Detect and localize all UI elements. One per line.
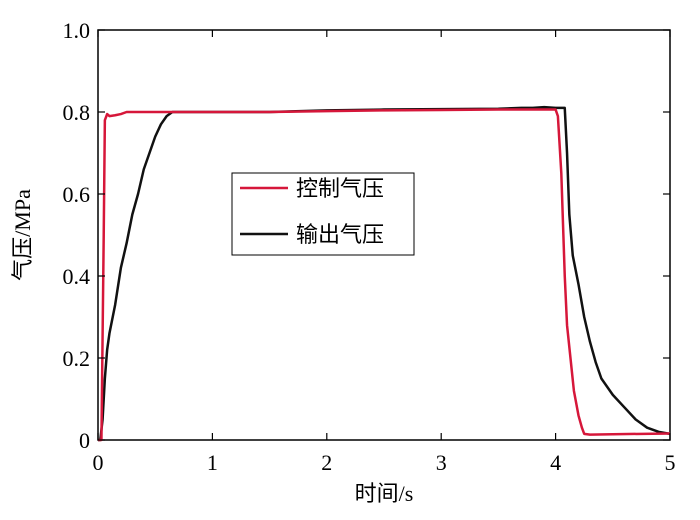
x-tick-label: 5 bbox=[665, 450, 676, 475]
output-pressure-line bbox=[98, 105, 671, 442]
plot-frame bbox=[97, 29, 671, 441]
y-tick-label: 0.2 bbox=[63, 346, 91, 371]
y-tick-label: 0.4 bbox=[63, 264, 91, 289]
series-layer bbox=[98, 105, 671, 442]
y-axis-label: 气压/MPa bbox=[10, 189, 35, 281]
ticks-layer: 0 1 2 3 4 5 0 0.2 0.4 0.6 0.8 1.0 bbox=[63, 18, 676, 475]
legend-label-output-pressure: 输出气压 bbox=[296, 222, 384, 247]
x-tick-label: 1 bbox=[207, 450, 218, 475]
y-tick-label: 0.6 bbox=[63, 182, 91, 207]
legend-label-control-pressure: 控制气压 bbox=[296, 176, 384, 201]
x-tick-label: 0 bbox=[93, 450, 104, 475]
x-axis-label: 时间/s bbox=[355, 481, 414, 506]
x-tick-label: 4 bbox=[550, 450, 561, 475]
legend-box bbox=[231, 172, 415, 256]
x-tick-label: 3 bbox=[436, 450, 447, 475]
legend: 控制气压 输出气压 bbox=[231, 172, 415, 256]
plot-area: 0 1 2 3 4 5 0 0.2 0.4 0.6 0.8 1.0 控制气压 输出气压 bbox=[63, 18, 676, 475]
y-tick-label: 1.0 bbox=[63, 18, 91, 43]
x-tick-label: 2 bbox=[321, 450, 332, 475]
control-pressure-line bbox=[98, 108, 671, 442]
y-tick-label: 0 bbox=[79, 428, 90, 453]
y-tick-label: 0.8 bbox=[63, 100, 91, 125]
